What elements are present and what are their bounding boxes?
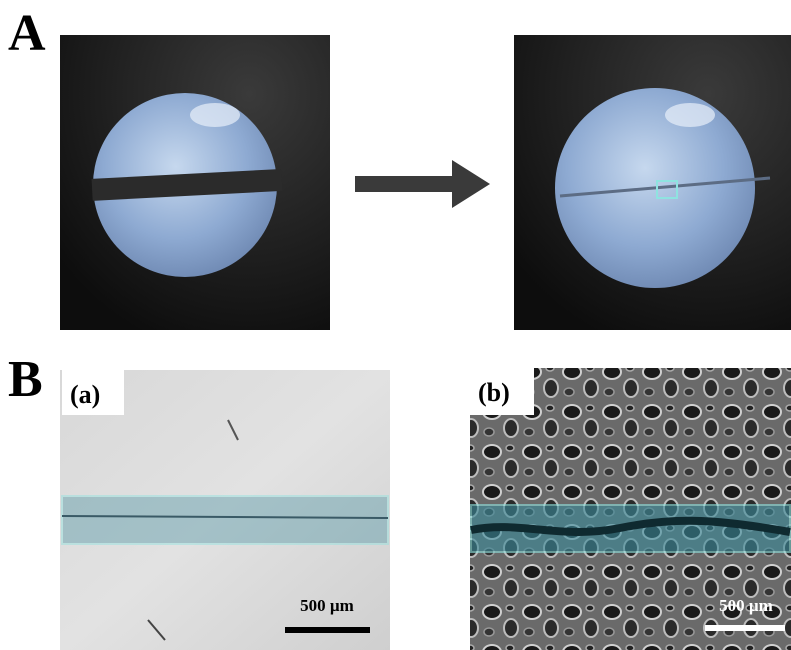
scale-bar-label: 500 µm [719, 596, 773, 615]
subpanel-label: (b) [478, 378, 510, 407]
scale-bar [705, 625, 785, 631]
panel-label: B [8, 351, 43, 408]
photo-before [60, 35, 330, 330]
arrow [355, 160, 490, 208]
figure: A B (a) 500 µm (b) 500 µm [0, 0, 791, 650]
scale-bar-label: 500 µm [300, 596, 354, 615]
photo-after [514, 35, 791, 330]
scale-bar [285, 627, 370, 633]
panel-label: A [8, 5, 46, 62]
subpanel-label: (a) [70, 380, 100, 409]
